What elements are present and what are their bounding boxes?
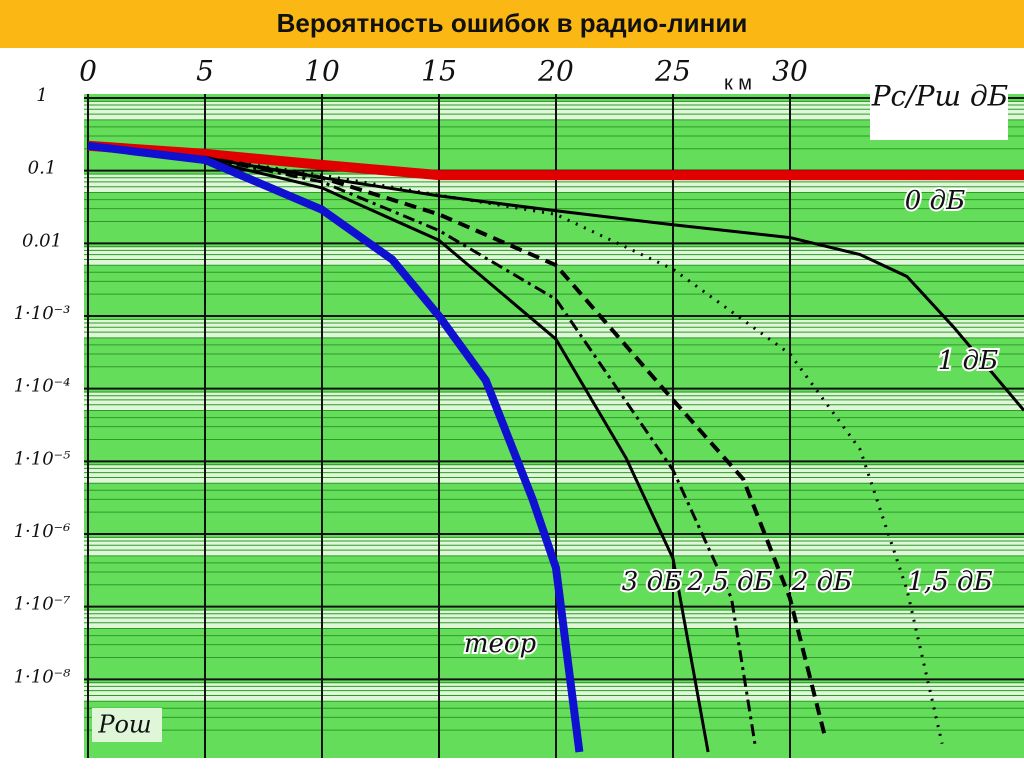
y-tick-label: 1·10⁻⁴ xyxy=(14,376,71,397)
x-tick-label: 15 xyxy=(421,55,457,88)
series-label: 0 дБ xyxy=(905,186,965,216)
x-tick-label: 30 xyxy=(772,55,808,88)
y-tick-label: 0.01 xyxy=(22,230,62,251)
x-tick-label: 25 xyxy=(654,55,691,88)
y-tick-label: 1·10⁻⁸ xyxy=(14,666,72,687)
y-tick-label: 1·10⁻⁵ xyxy=(14,448,71,469)
x-tick-label: 20 xyxy=(537,55,574,88)
series-label: 2 дБ xyxy=(791,567,852,597)
x-tick-label: 0 xyxy=(79,55,97,88)
axis-label-box xyxy=(870,58,1008,140)
series-line xyxy=(87,141,584,753)
series-label: 3 дБ xyxy=(622,567,682,597)
x-axis-unit: к м xyxy=(724,72,752,94)
chart-title: Вероятность ошибок в радио-линии xyxy=(277,8,748,38)
y-tick-label: 1·10⁻⁷ xyxy=(14,594,71,615)
y-tick-label: 0.1 xyxy=(28,158,57,179)
series-label: 1 дБ xyxy=(938,346,998,376)
y-tick-label: 1·10⁻⁶ xyxy=(14,521,71,542)
series-label: 1,5 дБ xyxy=(907,567,992,597)
x-axis-label: Pс/Pш дБ xyxy=(871,80,1009,113)
series-line xyxy=(87,140,1024,181)
title-bar xyxy=(0,0,1024,48)
series-line xyxy=(87,144,757,744)
plot-area xyxy=(84,94,1024,758)
series-label: 2,5 дБ xyxy=(686,567,772,597)
x-tick-label: 5 xyxy=(196,55,214,88)
x-tick-label: 10 xyxy=(304,55,340,88)
y-label-box xyxy=(92,708,162,742)
y-tick-label: 1 xyxy=(36,85,47,106)
y-axis-label: Рош xyxy=(97,711,151,739)
series-label: теор xyxy=(464,629,537,659)
y-tick-label: 1·10⁻³ xyxy=(14,303,71,324)
